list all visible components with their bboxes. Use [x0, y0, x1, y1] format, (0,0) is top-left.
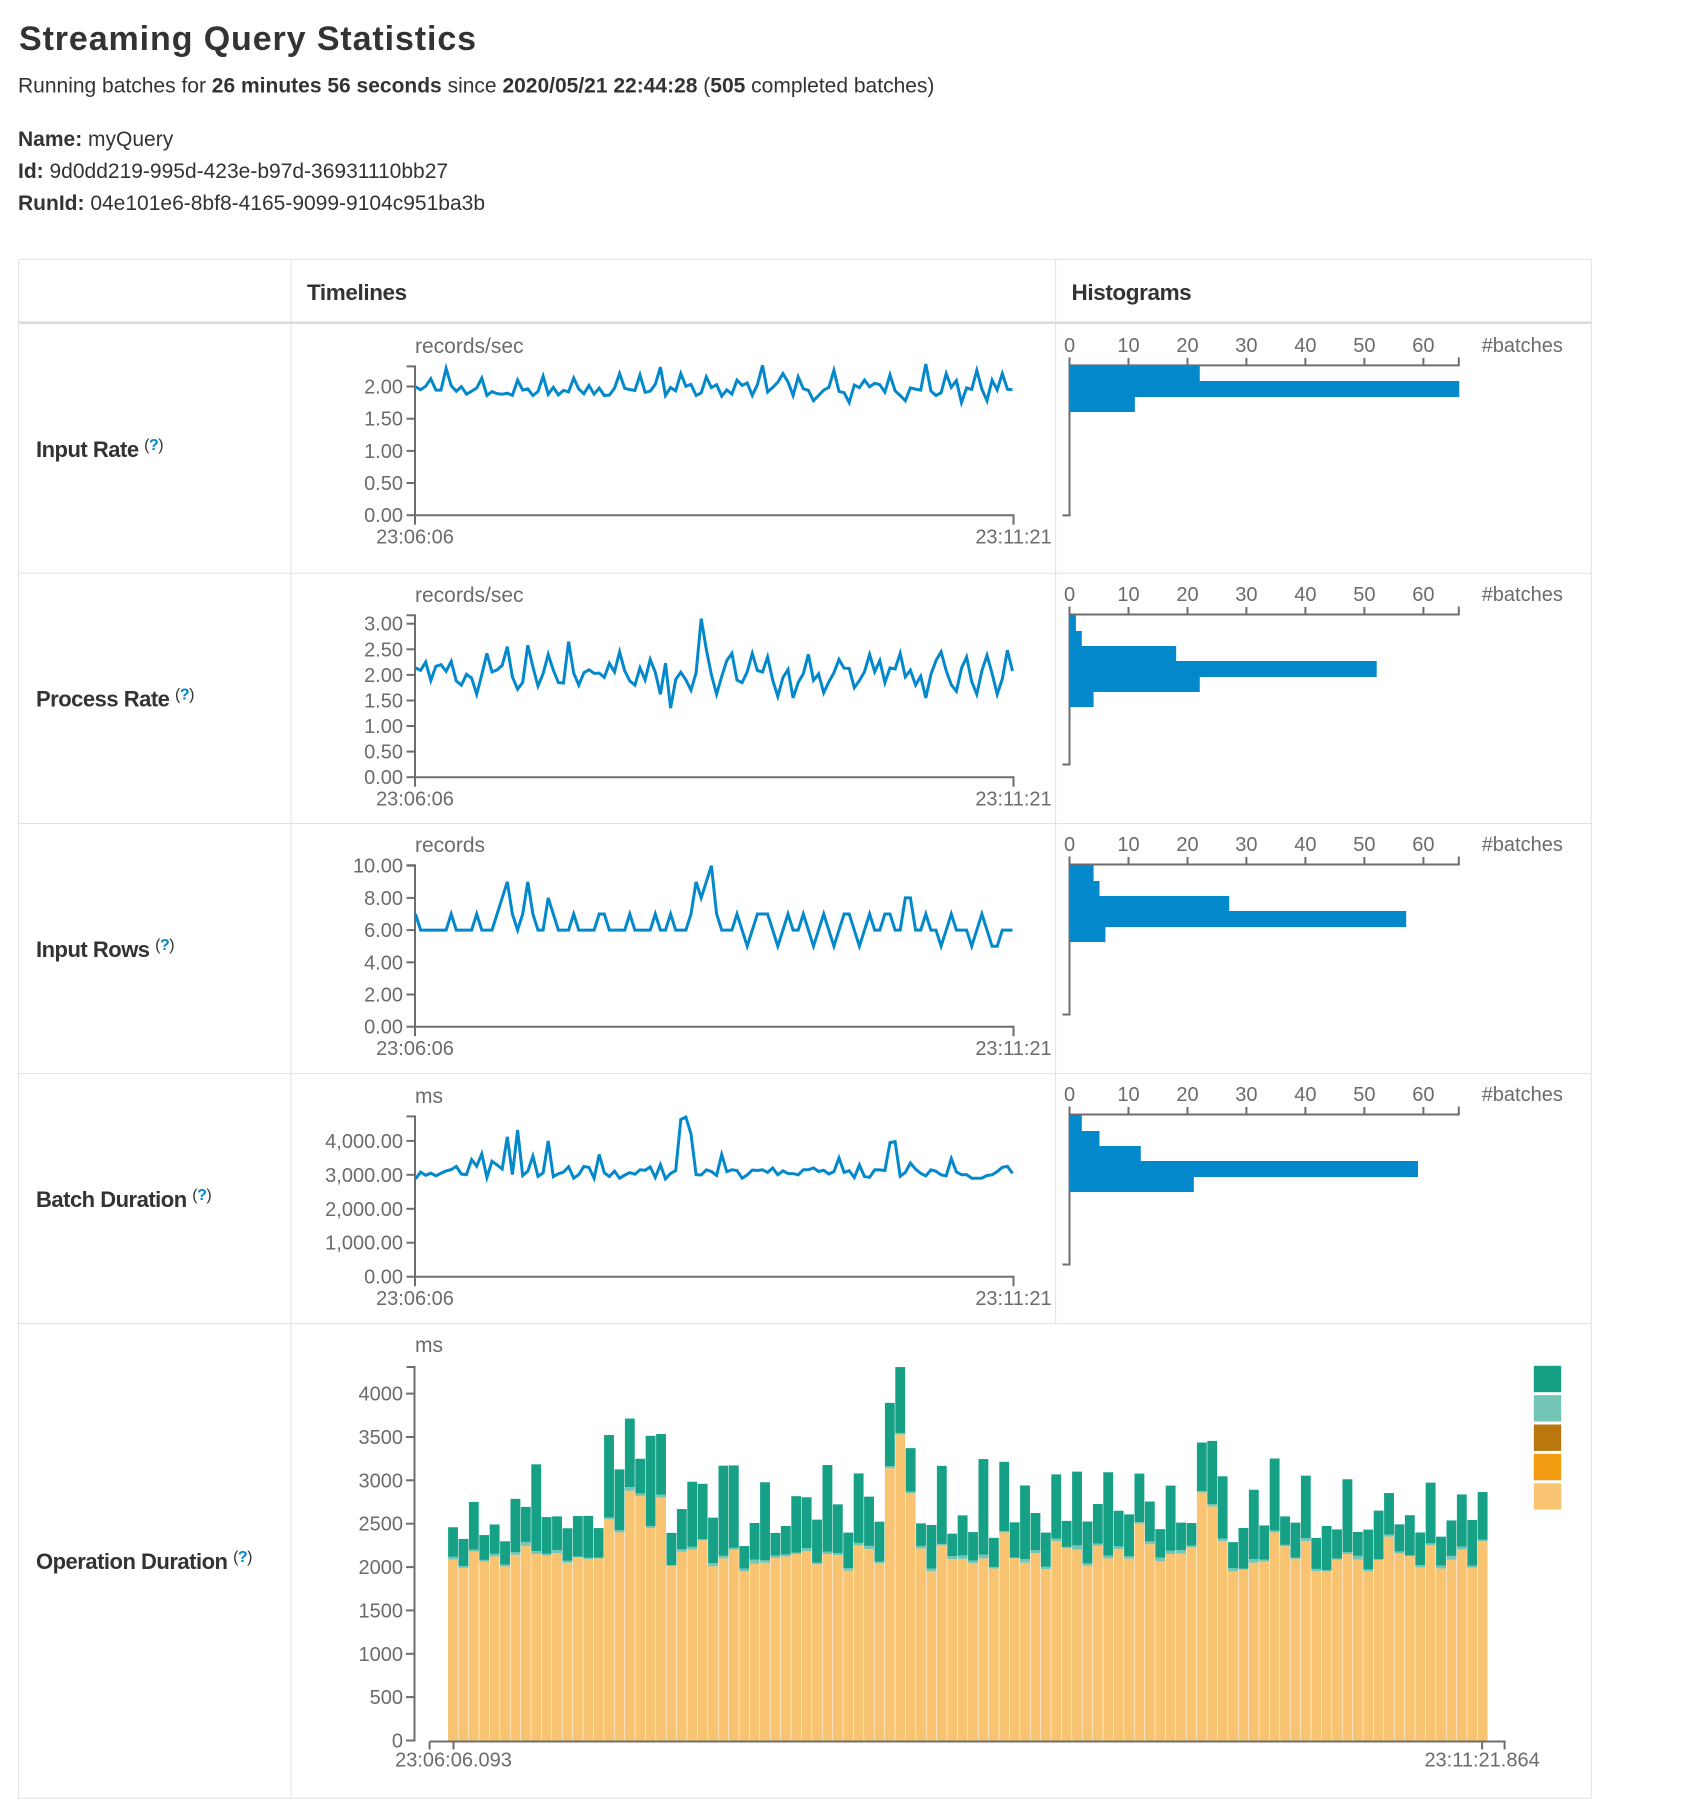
svg-text:2.50: 2.50	[364, 639, 403, 661]
svg-text:0.50: 0.50	[364, 473, 403, 495]
svg-text:2.00: 2.00	[364, 665, 403, 687]
svg-text:Process Rate (?): Process Rate (?)	[36, 687, 194, 712]
svg-text:40: 40	[1294, 1084, 1316, 1106]
svg-text:ms: ms	[415, 1334, 443, 1357]
svg-text:23:06:06: 23:06:06	[376, 789, 454, 811]
svg-text:20: 20	[1176, 335, 1198, 357]
svg-text:4.00: 4.00	[364, 952, 403, 974]
svg-text:Streaming Query Statistics: Streaming Query Statistics	[19, 20, 477, 58]
svg-text:8.00: 8.00	[364, 888, 403, 910]
svg-text:RunId: 04e101e6-8bf8-4165-9099: RunId: 04e101e6-8bf8-4165-9099-9104c951b…	[18, 192, 485, 215]
svg-text:60: 60	[1412, 834, 1434, 856]
svg-text:Operation Duration (?): Operation Duration (?)	[36, 1549, 252, 1574]
svg-text:records/sec: records/sec	[415, 335, 524, 358]
svg-text:2500: 2500	[359, 1514, 404, 1536]
svg-text:10: 10	[1117, 584, 1139, 606]
svg-text:23:11:21: 23:11:21	[975, 527, 1051, 549]
svg-text:#batches: #batches	[1482, 1084, 1563, 1106]
svg-text:23:06:06: 23:06:06	[376, 527, 454, 549]
svg-text:0.00: 0.00	[364, 1267, 403, 1289]
svg-text:40: 40	[1294, 335, 1316, 357]
svg-text:1.50: 1.50	[364, 409, 403, 431]
svg-text:Name: myQuery: Name: myQuery	[18, 128, 174, 151]
svg-text:0.00: 0.00	[364, 767, 403, 789]
svg-text:#batches: #batches	[1482, 834, 1563, 856]
svg-text:#batches: #batches	[1482, 584, 1563, 606]
svg-text:23:06:06.093: 23:06:06.093	[395, 1750, 512, 1772]
svg-text:10: 10	[1117, 834, 1139, 856]
svg-text:3.00: 3.00	[364, 614, 403, 636]
svg-text:0: 0	[392, 1731, 403, 1753]
svg-text:4,000.00: 4,000.00	[325, 1131, 403, 1153]
svg-text:records: records	[415, 834, 485, 857]
svg-text:30: 30	[1235, 584, 1257, 606]
svg-text:0: 0	[1064, 584, 1075, 606]
svg-text:0: 0	[1064, 834, 1075, 856]
svg-text:10.00: 10.00	[353, 856, 403, 878]
svg-text:Batch Duration (?): Batch Duration (?)	[36, 1187, 211, 1212]
svg-text:#batches: #batches	[1482, 335, 1563, 357]
svg-text:10: 10	[1117, 335, 1139, 357]
svg-text:Timelines: Timelines	[307, 280, 407, 305]
svg-text:23:11:21: 23:11:21	[975, 1288, 1051, 1310]
svg-text:50: 50	[1353, 834, 1375, 856]
svg-text:1.00: 1.00	[364, 441, 403, 463]
svg-text:30: 30	[1235, 335, 1257, 357]
svg-text:30: 30	[1235, 834, 1257, 856]
svg-text:10: 10	[1117, 1084, 1139, 1106]
svg-text:ms: ms	[415, 1085, 443, 1108]
svg-text:Input Rows (?): Input Rows (?)	[36, 937, 174, 962]
svg-text:2.00: 2.00	[364, 985, 403, 1007]
svg-text:60: 60	[1412, 335, 1434, 357]
svg-text:23:11:21: 23:11:21	[975, 789, 1051, 811]
svg-text:40: 40	[1294, 584, 1316, 606]
svg-text:records/sec: records/sec	[415, 584, 524, 607]
svg-text:Input Rate (?): Input Rate (?)	[36, 437, 163, 462]
svg-text:60: 60	[1412, 584, 1434, 606]
svg-text:20: 20	[1176, 834, 1198, 856]
svg-text:20: 20	[1176, 1084, 1198, 1106]
svg-text:Running batches for 26 minutes: Running batches for 26 minutes 56 second…	[18, 75, 934, 98]
svg-text:3000: 3000	[359, 1470, 404, 1492]
svg-text:30: 30	[1235, 1084, 1257, 1106]
svg-text:2.00: 2.00	[364, 377, 403, 399]
svg-text:60: 60	[1412, 1084, 1434, 1106]
svg-text:23:06:06: 23:06:06	[376, 1038, 454, 1060]
svg-text:Id: 9d0dd219-995d-423e-b97d-36: Id: 9d0dd219-995d-423e-b97d-36931110bb27	[18, 160, 448, 183]
svg-text:0.00: 0.00	[364, 1017, 403, 1039]
svg-text:40: 40	[1294, 834, 1316, 856]
svg-text:2,000.00: 2,000.00	[325, 1199, 403, 1221]
svg-text:23:06:06: 23:06:06	[376, 1288, 454, 1310]
svg-text:20: 20	[1176, 584, 1198, 606]
svg-text:0.50: 0.50	[364, 742, 403, 764]
svg-text:3500: 3500	[359, 1427, 404, 1449]
svg-text:4000: 4000	[359, 1384, 404, 1406]
svg-text:0: 0	[1064, 335, 1075, 357]
svg-text:0.00: 0.00	[364, 505, 403, 527]
svg-text:1000: 1000	[359, 1644, 404, 1666]
svg-text:1.00: 1.00	[364, 716, 403, 738]
svg-text:50: 50	[1353, 1084, 1375, 1106]
svg-text:1.50: 1.50	[364, 691, 403, 713]
svg-text:6.00: 6.00	[364, 920, 403, 942]
svg-text:23:11:21: 23:11:21	[975, 1038, 1051, 1060]
svg-text:0: 0	[1064, 1084, 1075, 1106]
svg-text:2000: 2000	[359, 1557, 404, 1579]
svg-text:1,000.00: 1,000.00	[325, 1233, 403, 1255]
svg-text:500: 500	[370, 1687, 403, 1709]
svg-text:23:11:21.864: 23:11:21.864	[1424, 1750, 1539, 1772]
svg-text:1500: 1500	[359, 1600, 404, 1622]
svg-text:3,000.00: 3,000.00	[325, 1165, 403, 1187]
svg-text:50: 50	[1353, 584, 1375, 606]
svg-text:Histograms: Histograms	[1072, 280, 1192, 305]
svg-text:50: 50	[1353, 335, 1375, 357]
